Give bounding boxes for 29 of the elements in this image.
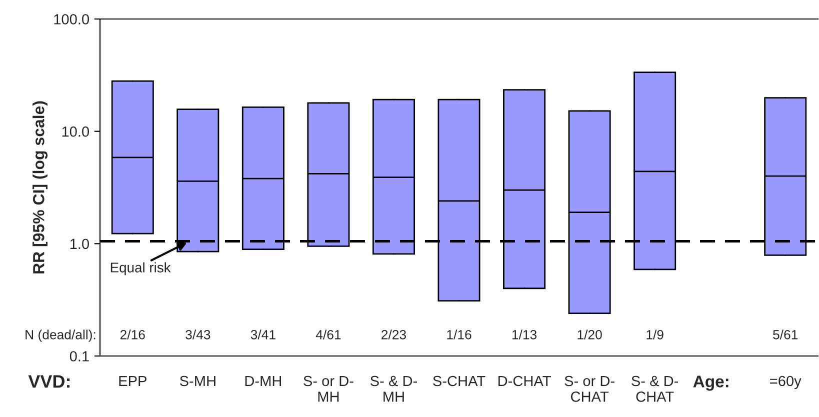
x-tick-label: S- or D- CHAT <box>564 376 614 402</box>
y-axis-title: RR [95% CI] (log scale) <box>32 101 48 274</box>
x-tick-label: S-CHAT <box>433 376 486 386</box>
annotation: 4/61 <box>316 330 341 340</box>
text: N (dead/all): <box>26 330 96 342</box>
x-tick-label: D-MH <box>245 376 282 386</box>
text: Age: <box>693 376 728 391</box>
annotation: 1/20 <box>578 330 602 340</box>
y-tick-label: 1.0 <box>70 238 90 250</box>
x-tick-label: S- & D- MH <box>370 376 417 402</box>
text: VVD: <box>28 375 70 388</box>
y-tick-label: 100.0 <box>54 14 90 24</box>
x-tick-label: EPP <box>119 376 146 386</box>
annotation: 1/13 <box>512 330 537 340</box>
y-tick-label: 10.0 <box>62 126 90 137</box>
annotation: 1/9 <box>646 330 664 340</box>
x-tick-label: =60y <box>770 376 802 390</box>
x-tick-label: S- or D- MH <box>304 376 354 402</box>
legend-label: Equal risk <box>110 262 171 276</box>
annotation: 3/43 <box>186 330 210 340</box>
x-tick-label: S-MH <box>180 376 216 386</box>
y-tick-label: 0.1 <box>70 351 89 362</box>
annotation: 1/16 <box>447 330 472 340</box>
annotation: 2/16 <box>120 330 145 340</box>
annotation: 3/41 <box>250 330 276 340</box>
annotation: 5/61 <box>773 330 798 340</box>
x-tick-label: S- & D- CHAT <box>632 376 678 402</box>
x-tick-label: D-CHAT <box>498 376 551 386</box>
annotation: 2/23 <box>382 330 406 340</box>
